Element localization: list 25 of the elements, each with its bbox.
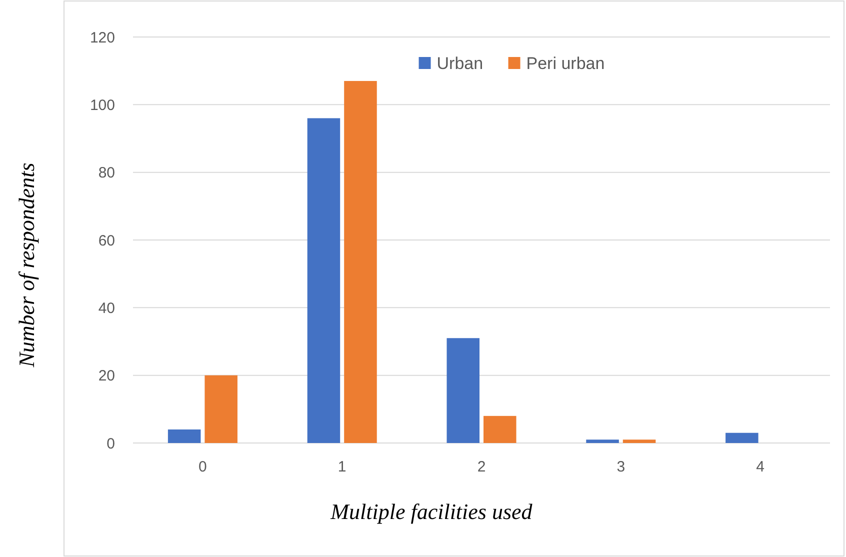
x-tick-label: 4	[756, 458, 764, 476]
bar	[204, 375, 238, 443]
bar	[344, 80, 377, 443]
bar	[446, 338, 480, 443]
y-tick-label: 120	[90, 29, 115, 46]
x-tick-label: 0	[198, 458, 207, 476]
y-tick-label: 40	[98, 300, 115, 317]
bar	[168, 429, 201, 443]
legend-label: Urban	[436, 54, 484, 73]
legend-label: Peri urban	[526, 54, 605, 73]
bar	[484, 416, 516, 443]
x-axis-title: Multiple facilities used	[330, 499, 534, 524]
bar	[622, 440, 656, 443]
y-axis-title: Number of respondents	[14, 162, 39, 368]
x-tick-label: 3	[616, 458, 626, 476]
x-tick-label: 1	[338, 458, 346, 476]
bar	[586, 440, 619, 443]
y-tick-label: 20	[98, 368, 115, 385]
y-tick-label: 80	[98, 164, 115, 182]
y-tick-label: 0	[106, 435, 115, 452]
y-tick-label: 100	[90, 96, 115, 114]
bar	[307, 118, 340, 443]
y-tick-label: 60	[98, 232, 115, 250]
bar	[726, 432, 758, 443]
x-tick-label: 2	[477, 458, 486, 476]
